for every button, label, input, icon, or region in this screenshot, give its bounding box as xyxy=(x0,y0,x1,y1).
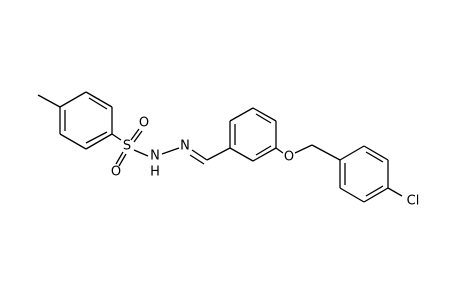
atom-label: H xyxy=(150,165,160,180)
atom-label: O xyxy=(139,116,149,131)
atom-label: N xyxy=(180,139,190,154)
atom-label: Cl xyxy=(407,194,420,209)
atom-label: O xyxy=(111,165,121,180)
atom-label: N xyxy=(150,149,160,164)
atom-label: S xyxy=(123,139,131,154)
bonds xyxy=(37,91,403,203)
atom-label: O xyxy=(284,150,294,165)
